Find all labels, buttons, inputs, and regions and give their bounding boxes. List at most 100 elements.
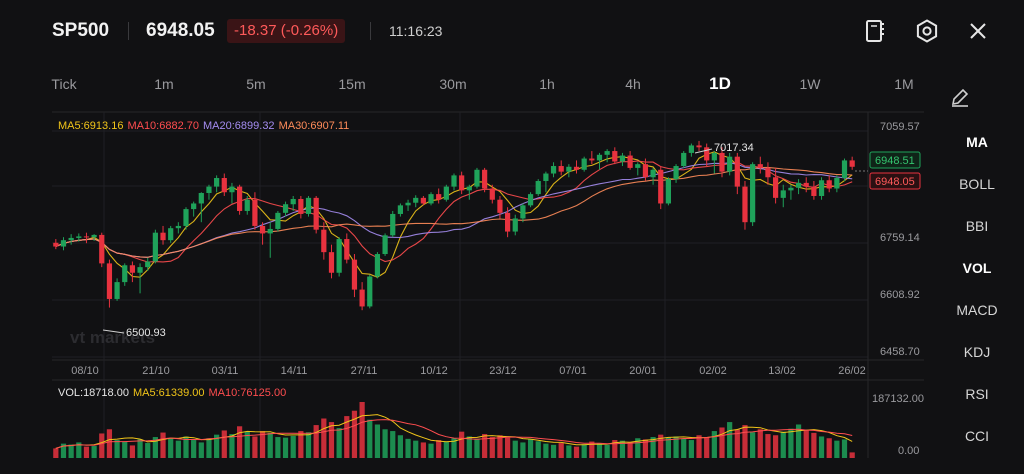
candle-body [99, 234, 105, 264]
candle-body [175, 225, 181, 229]
candle-body [428, 194, 434, 204]
indicator-rsi[interactable]: RSI [965, 386, 989, 402]
candle-body [390, 213, 396, 236]
candle-body [313, 197, 319, 230]
volume-bar [765, 434, 771, 458]
candle-body [811, 186, 817, 196]
candle-body [344, 239, 350, 260]
notebook-icon[interactable] [862, 18, 888, 44]
volume-bar [696, 435, 702, 458]
volume-bar [482, 434, 488, 458]
volume-bar [236, 426, 243, 458]
candle-body [91, 234, 97, 238]
volume-bar [160, 432, 166, 458]
volume-bar [145, 443, 151, 458]
tab-tick[interactable]: Tick [51, 76, 77, 92]
candle-body [282, 204, 289, 213]
candle-body [374, 254, 381, 277]
indicator-kdj[interactable]: KDJ [963, 344, 991, 360]
candle-body [772, 177, 779, 198]
tab-1h[interactable]: 1h [539, 76, 555, 92]
tab-5m[interactable]: 5m [246, 76, 266, 92]
last-price-tag: 6948.51 [875, 155, 915, 167]
volume-bar [305, 432, 312, 458]
candle-body [259, 225, 266, 234]
tab-1mo[interactable]: 1M [894, 76, 914, 92]
date-label: 03/11 [212, 365, 239, 377]
candles [53, 140, 855, 311]
settings-icon[interactable] [914, 18, 940, 44]
indicator-boll[interactable]: BOLL [959, 176, 995, 192]
candle-body [214, 178, 220, 187]
volume-bar [734, 429, 740, 458]
candle-body [719, 152, 725, 172]
candle-body [543, 173, 549, 182]
volume-bar [489, 437, 495, 458]
candle-body [420, 197, 426, 204]
tab-30m[interactable]: 30m [439, 76, 467, 92]
candle-body [83, 236, 90, 238]
date-label: 13/02 [768, 365, 796, 377]
volume-bar [665, 437, 672, 458]
price-change-badge: -18.37 (-0.26%) [227, 19, 346, 43]
volume-bar [596, 443, 603, 458]
date-label: 23/12 [489, 365, 517, 377]
high-marker: 7017.34 [714, 142, 754, 154]
volume-bar [259, 431, 266, 458]
candle-body [183, 209, 189, 226]
close-icon[interactable] [965, 18, 991, 44]
volume-bar [443, 441, 449, 458]
volume-bar [114, 440, 120, 458]
tab-1d[interactable]: 1D [709, 74, 731, 93]
volume-bar [803, 430, 809, 458]
volume-bar [106, 429, 113, 458]
volume-bar [834, 440, 840, 458]
volume-bar [413, 440, 419, 458]
volume-bar [535, 441, 541, 458]
candle-body [397, 205, 404, 214]
candle-body [459, 175, 465, 191]
volume-bar [168, 438, 174, 458]
volume-bar [244, 431, 250, 458]
volume-bar [826, 438, 832, 458]
volume-bar [811, 432, 817, 458]
indicator-ma[interactable]: MA [966, 134, 988, 150]
low-marker-line [102, 329, 125, 334]
volume-bar [527, 439, 534, 458]
indicator-cci[interactable]: CCI [964, 428, 990, 444]
volume-bar [619, 440, 626, 458]
volume-bar [275, 437, 281, 458]
volume-bar [795, 424, 802, 458]
volume-bar [650, 437, 656, 458]
indicator-vol[interactable]: VOL [962, 260, 992, 276]
indicator-macd[interactable]: MACD [956, 302, 998, 318]
candle-body [114, 282, 120, 299]
candle-body [550, 166, 557, 174]
price-axis-label: 6458.70 [880, 346, 920, 358]
date-label: 26/02 [838, 365, 866, 377]
volume-bar [420, 442, 426, 458]
date-axis: 08/10 21/10 03/11 14/11 27/11 10/12 23/12 07/01… [71, 365, 866, 377]
candle-body [673, 166, 679, 180]
tab-1w[interactable]: 1W [799, 76, 821, 92]
draw-pencil-icon[interactable] [949, 86, 971, 108]
tab-15m[interactable]: 15m [338, 76, 366, 92]
volume-bar [53, 448, 59, 458]
volume-bars [53, 402, 855, 458]
candle-body [596, 154, 603, 161]
symbol-name[interactable]: SP500 [52, 20, 110, 41]
tab-1m[interactable]: 1m [154, 76, 174, 92]
volume-bar [198, 442, 204, 458]
candle-body [122, 265, 128, 283]
candle-body [665, 179, 672, 204]
tab-4h[interactable]: 4h [625, 76, 641, 92]
legend-entry: MA5:6913.16 [58, 120, 123, 132]
volume-bar [321, 418, 327, 458]
candle-body [826, 180, 832, 189]
indicator-bbi[interactable]: BBI [965, 218, 989, 234]
current-price-tag-box [869, 172, 921, 190]
volume-bar [152, 437, 158, 458]
volume-bar [727, 422, 733, 458]
volume-bar [688, 440, 694, 458]
